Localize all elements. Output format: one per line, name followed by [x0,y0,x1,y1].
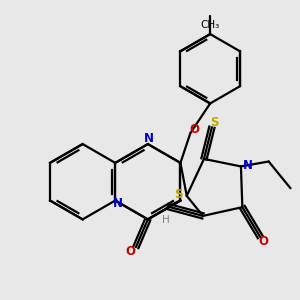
Text: N: N [144,132,154,145]
Text: S: S [174,188,183,201]
Text: H: H [163,215,170,225]
Text: O: O [258,235,268,248]
Text: CH₃: CH₃ [200,20,220,30]
Text: O: O [189,123,199,136]
Text: N: N [242,159,253,172]
Text: S: S [210,116,218,129]
Text: O: O [125,245,135,258]
Text: N: N [113,197,123,210]
